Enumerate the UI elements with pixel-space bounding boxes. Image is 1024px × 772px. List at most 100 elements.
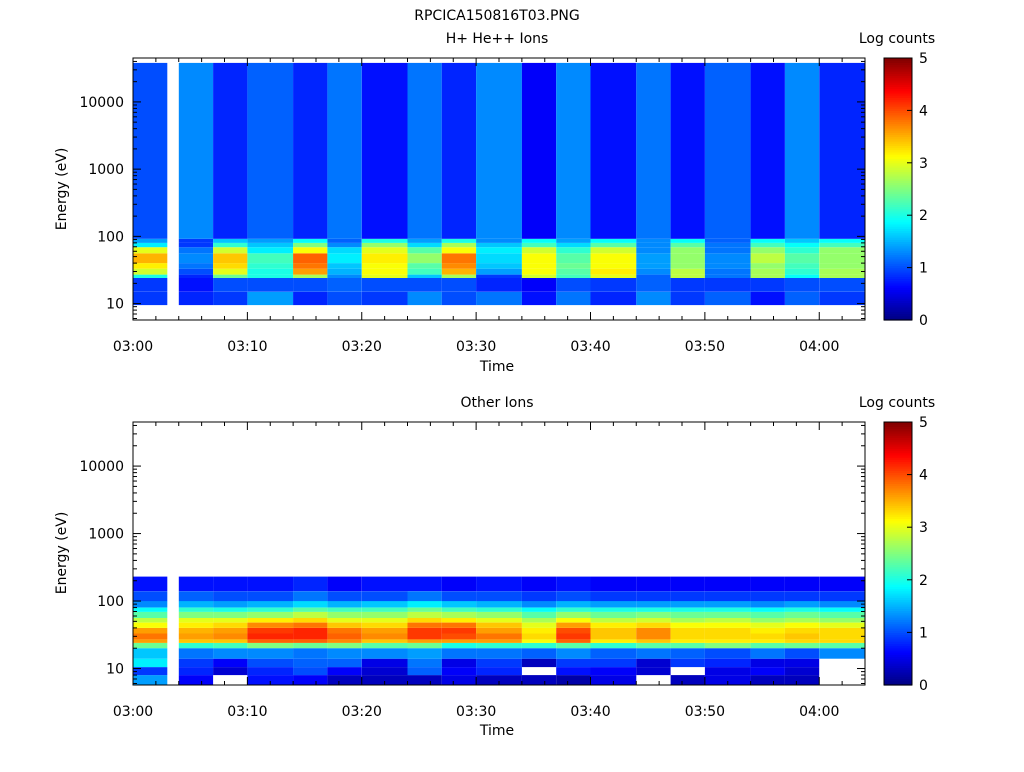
- colorbar-segment: [884, 293, 912, 297]
- colorbar-segment: [884, 540, 912, 544]
- heatmap-cell: [178, 627, 214, 634]
- heatmap-cell: [361, 274, 408, 278]
- heatmap-cell: [133, 658, 168, 668]
- heatmap-cell: [521, 278, 557, 292]
- heatmap-cell: [476, 658, 522, 668]
- colorbar-segment: [884, 101, 912, 105]
- colorbar-segment: [884, 549, 912, 552]
- colorbar-segment: [884, 623, 912, 627]
- colorbar-segment: [884, 621, 912, 625]
- colorbar-segment: [884, 478, 912, 482]
- colorbar-segment: [884, 215, 912, 218]
- heatmap-cell: [293, 658, 328, 668]
- colorbar-segment: [884, 566, 912, 570]
- heatmap-cell: [819, 242, 866, 248]
- heatmap-cell: [590, 622, 637, 628]
- heatmap-cell: [476, 268, 522, 275]
- heatmap-cell: [133, 622, 168, 628]
- heatmap-cell: [556, 611, 591, 618]
- heatmap-cell: [407, 247, 442, 254]
- heatmap-cell: [819, 591, 866, 602]
- heatmap-cell: [327, 627, 362, 634]
- heatmap-cell: [293, 242, 328, 248]
- colorbar-segment: [884, 542, 912, 546]
- heatmap-cell: [750, 633, 785, 640]
- colorbar-segment: [884, 147, 912, 151]
- heatmap-cell: [213, 278, 248, 292]
- colorbar-segment: [884, 267, 912, 271]
- heatmap-cell: [476, 253, 522, 264]
- colorbar-segment: [884, 306, 912, 310]
- heatmap-cell: [361, 633, 408, 640]
- heatmap-cell: [476, 242, 522, 248]
- colorbar-segment: [884, 581, 912, 585]
- heatmap-cell: [361, 658, 408, 668]
- heatmap-cell: [178, 601, 214, 608]
- heatmap-cell: [784, 268, 820, 275]
- colorbar-segment: [884, 487, 912, 491]
- figure-title: RPCICA150816T03.PNG: [414, 8, 579, 24]
- heatmap-cell: [293, 274, 328, 278]
- heatmap-cell: [213, 618, 248, 623]
- y-tick-label: 10000: [79, 95, 124, 111]
- colorbar-segment: [884, 106, 912, 109]
- colorbar-segment: [884, 210, 912, 214]
- heatmap-cell: [704, 667, 751, 676]
- heatmap-cell: [590, 278, 637, 292]
- heatmap-cell: [590, 268, 637, 275]
- heatmap-cell: [819, 291, 866, 306]
- heatmap-cell: [133, 675, 168, 685]
- colorbar-tick-label: 4: [919, 468, 928, 484]
- colorbar-segment: [884, 443, 912, 447]
- colorbar-segment: [884, 489, 912, 493]
- y-axis-label: Energy (eV): [54, 148, 70, 231]
- heatmap-cell: [293, 62, 328, 239]
- colorbar-segment: [884, 68, 912, 72]
- colorbar-segment: [884, 505, 912, 509]
- colorbar-segment: [884, 119, 912, 122]
- heatmap-cell: [476, 591, 522, 602]
- heatmap-cell: [819, 238, 866, 243]
- colorbar-tick-label: 3: [919, 156, 928, 172]
- heatmap-cell: [784, 611, 820, 618]
- heatmap-cell: [441, 62, 477, 239]
- colorbar-segment: [884, 474, 912, 478]
- heatmap-cell: [327, 291, 362, 306]
- colorbar-segment: [884, 271, 912, 275]
- heatmap-cell: [670, 576, 705, 592]
- heatmap-cell: [407, 642, 442, 649]
- y-tick-label: 100: [97, 229, 124, 245]
- x-tick-label: 03:10: [227, 339, 267, 355]
- heatmap-cell: [133, 253, 168, 264]
- heatmap-cell: [133, 278, 168, 292]
- colorbar-segment: [884, 590, 912, 594]
- heatmap-cell: [750, 291, 785, 306]
- heatmap-cell: [819, 642, 866, 649]
- colorbar-segment: [884, 680, 912, 684]
- heatmap-cell: [750, 576, 785, 592]
- heatmap-cell: [521, 247, 557, 254]
- x-tick-label: 03:30: [456, 339, 496, 355]
- heatmap-cell: [476, 639, 522, 643]
- heatmap-cell: [750, 642, 785, 649]
- colorbar-segment: [884, 191, 912, 194]
- heatmap-cell: [819, 633, 866, 640]
- heatmap-cell: [441, 253, 477, 264]
- heatmap-cell: [556, 622, 591, 628]
- heatmap-cell: [407, 278, 442, 292]
- heatmap-cell: [327, 601, 362, 608]
- heatmap-cell: [704, 576, 751, 592]
- colorbar-segment: [884, 162, 912, 166]
- heatmap-cell: [327, 648, 362, 659]
- heatmap-cell: [247, 247, 294, 254]
- heatmap-cell: [590, 611, 637, 618]
- colorbar-segment: [884, 647, 912, 651]
- heatmap-cell: [819, 62, 866, 239]
- colorbar-segment: [884, 60, 912, 63]
- colorbar-segment: [884, 300, 912, 304]
- heatmap-cell: [178, 607, 214, 612]
- heatmap-cell: [750, 278, 785, 292]
- heatmap-cell: [441, 622, 477, 628]
- x-tick-label: 03:50: [685, 339, 725, 355]
- heatmap-cell: [636, 62, 671, 239]
